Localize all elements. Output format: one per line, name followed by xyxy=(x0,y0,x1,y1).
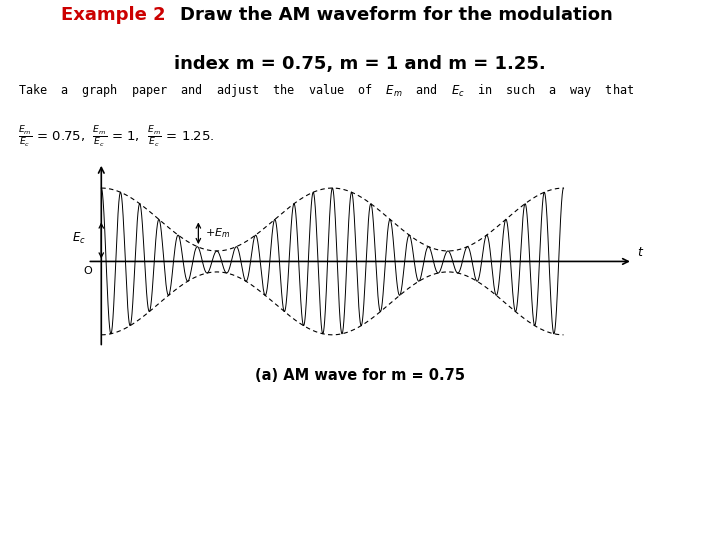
Text: Example 2: Example 2 xyxy=(61,6,166,24)
Text: Draw the AM waveform for the modulation: Draw the AM waveform for the modulation xyxy=(155,6,613,24)
Text: $+E_m$: $+E_m$ xyxy=(205,226,230,240)
Text: (a) AM wave for m = 0.75: (a) AM wave for m = 0.75 xyxy=(255,368,465,383)
Text: $E_c$: $E_c$ xyxy=(73,231,86,246)
Text: Take  a  graph  paper  and  adjust  the  value  of  $E_m$  and  $E_c$  in  such : Take a graph paper and adjust the value … xyxy=(18,83,634,99)
Text: $\frac{E_m}{E_c}$ = 0.75,  $\frac{E_m}{E_c}$ = 1,  $\frac{E_m}{E_c}$ = 1.25.: $\frac{E_m}{E_c}$ = 0.75, $\frac{E_m}{E_… xyxy=(18,125,215,150)
Text: index m = 0.75, m = 1 and m = 1.25.: index m = 0.75, m = 1 and m = 1.25. xyxy=(174,55,546,73)
Text: t: t xyxy=(637,246,642,259)
Text: O: O xyxy=(83,266,91,276)
